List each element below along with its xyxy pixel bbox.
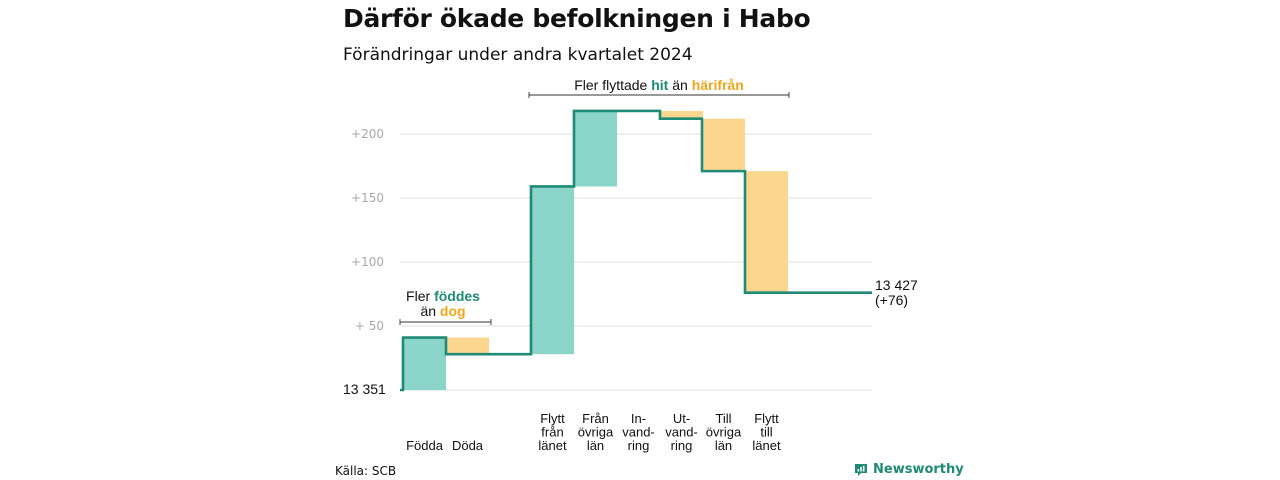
category-label: In-vand-ring — [622, 411, 655, 453]
bar — [531, 186, 574, 355]
moves-annotation-prefix: Fler flyttade — [574, 77, 648, 93]
y-tick-label: +100 — [351, 255, 384, 269]
births-annotation-prefix: Fler — [406, 288, 431, 304]
bar — [446, 337, 489, 355]
source-note: Källa: SCB — [335, 464, 397, 478]
newsworthy-logo-icon — [855, 463, 867, 476]
category-label: Födda — [406, 438, 444, 453]
end-value: 13 427 — [875, 277, 918, 293]
y-tick-label: +200 — [351, 127, 384, 141]
cumulative-step-line — [400, 109, 872, 392]
category-label: Till övriga län — [706, 411, 742, 453]
moves-annotation-highlight-in: hit — [651, 77, 669, 93]
start-value-label: 13 351 — [343, 381, 386, 397]
chart-title: Därför ökade befolkningen i Habo — [343, 4, 811, 33]
births-annotation-middle: än — [420, 303, 437, 319]
moves-annotation-highlight-out: härifrån — [691, 77, 744, 93]
deaths-annotation-highlight: dog — [439, 303, 466, 319]
bar — [702, 118, 745, 172]
moves-annotation-middle: än — [672, 77, 688, 93]
chart-subtitle: Förändringar under andra kvartalet 2024 — [343, 45, 693, 65]
bar — [403, 337, 446, 390]
category-label: Från övriga län — [578, 411, 614, 453]
brand-name: Newsworthy — [873, 462, 964, 477]
category-label: Ut-vand-ring — [665, 411, 698, 453]
moves-annotation: Fler flyttade hit än härifrån — [529, 78, 789, 93]
y-tick-label: +150 — [351, 191, 384, 205]
births-annotation-highlight: föddes — [434, 288, 480, 304]
category-label: Flytt till länet — [752, 411, 781, 453]
brand-logo[interactable]: Newsworthy — [854, 462, 964, 477]
bar — [660, 110, 703, 119]
category-label: Döda — [452, 438, 484, 453]
y-tick-label: + 50 — [355, 319, 384, 333]
category-label: Flytt från länet — [538, 411, 567, 453]
end-change: (+76) — [875, 292, 909, 308]
bar — [574, 110, 617, 187]
bar — [745, 171, 788, 293]
births-annotation: Fler föddes än dog — [398, 289, 488, 319]
end-value-label: 13 427 (+76) — [875, 278, 918, 308]
